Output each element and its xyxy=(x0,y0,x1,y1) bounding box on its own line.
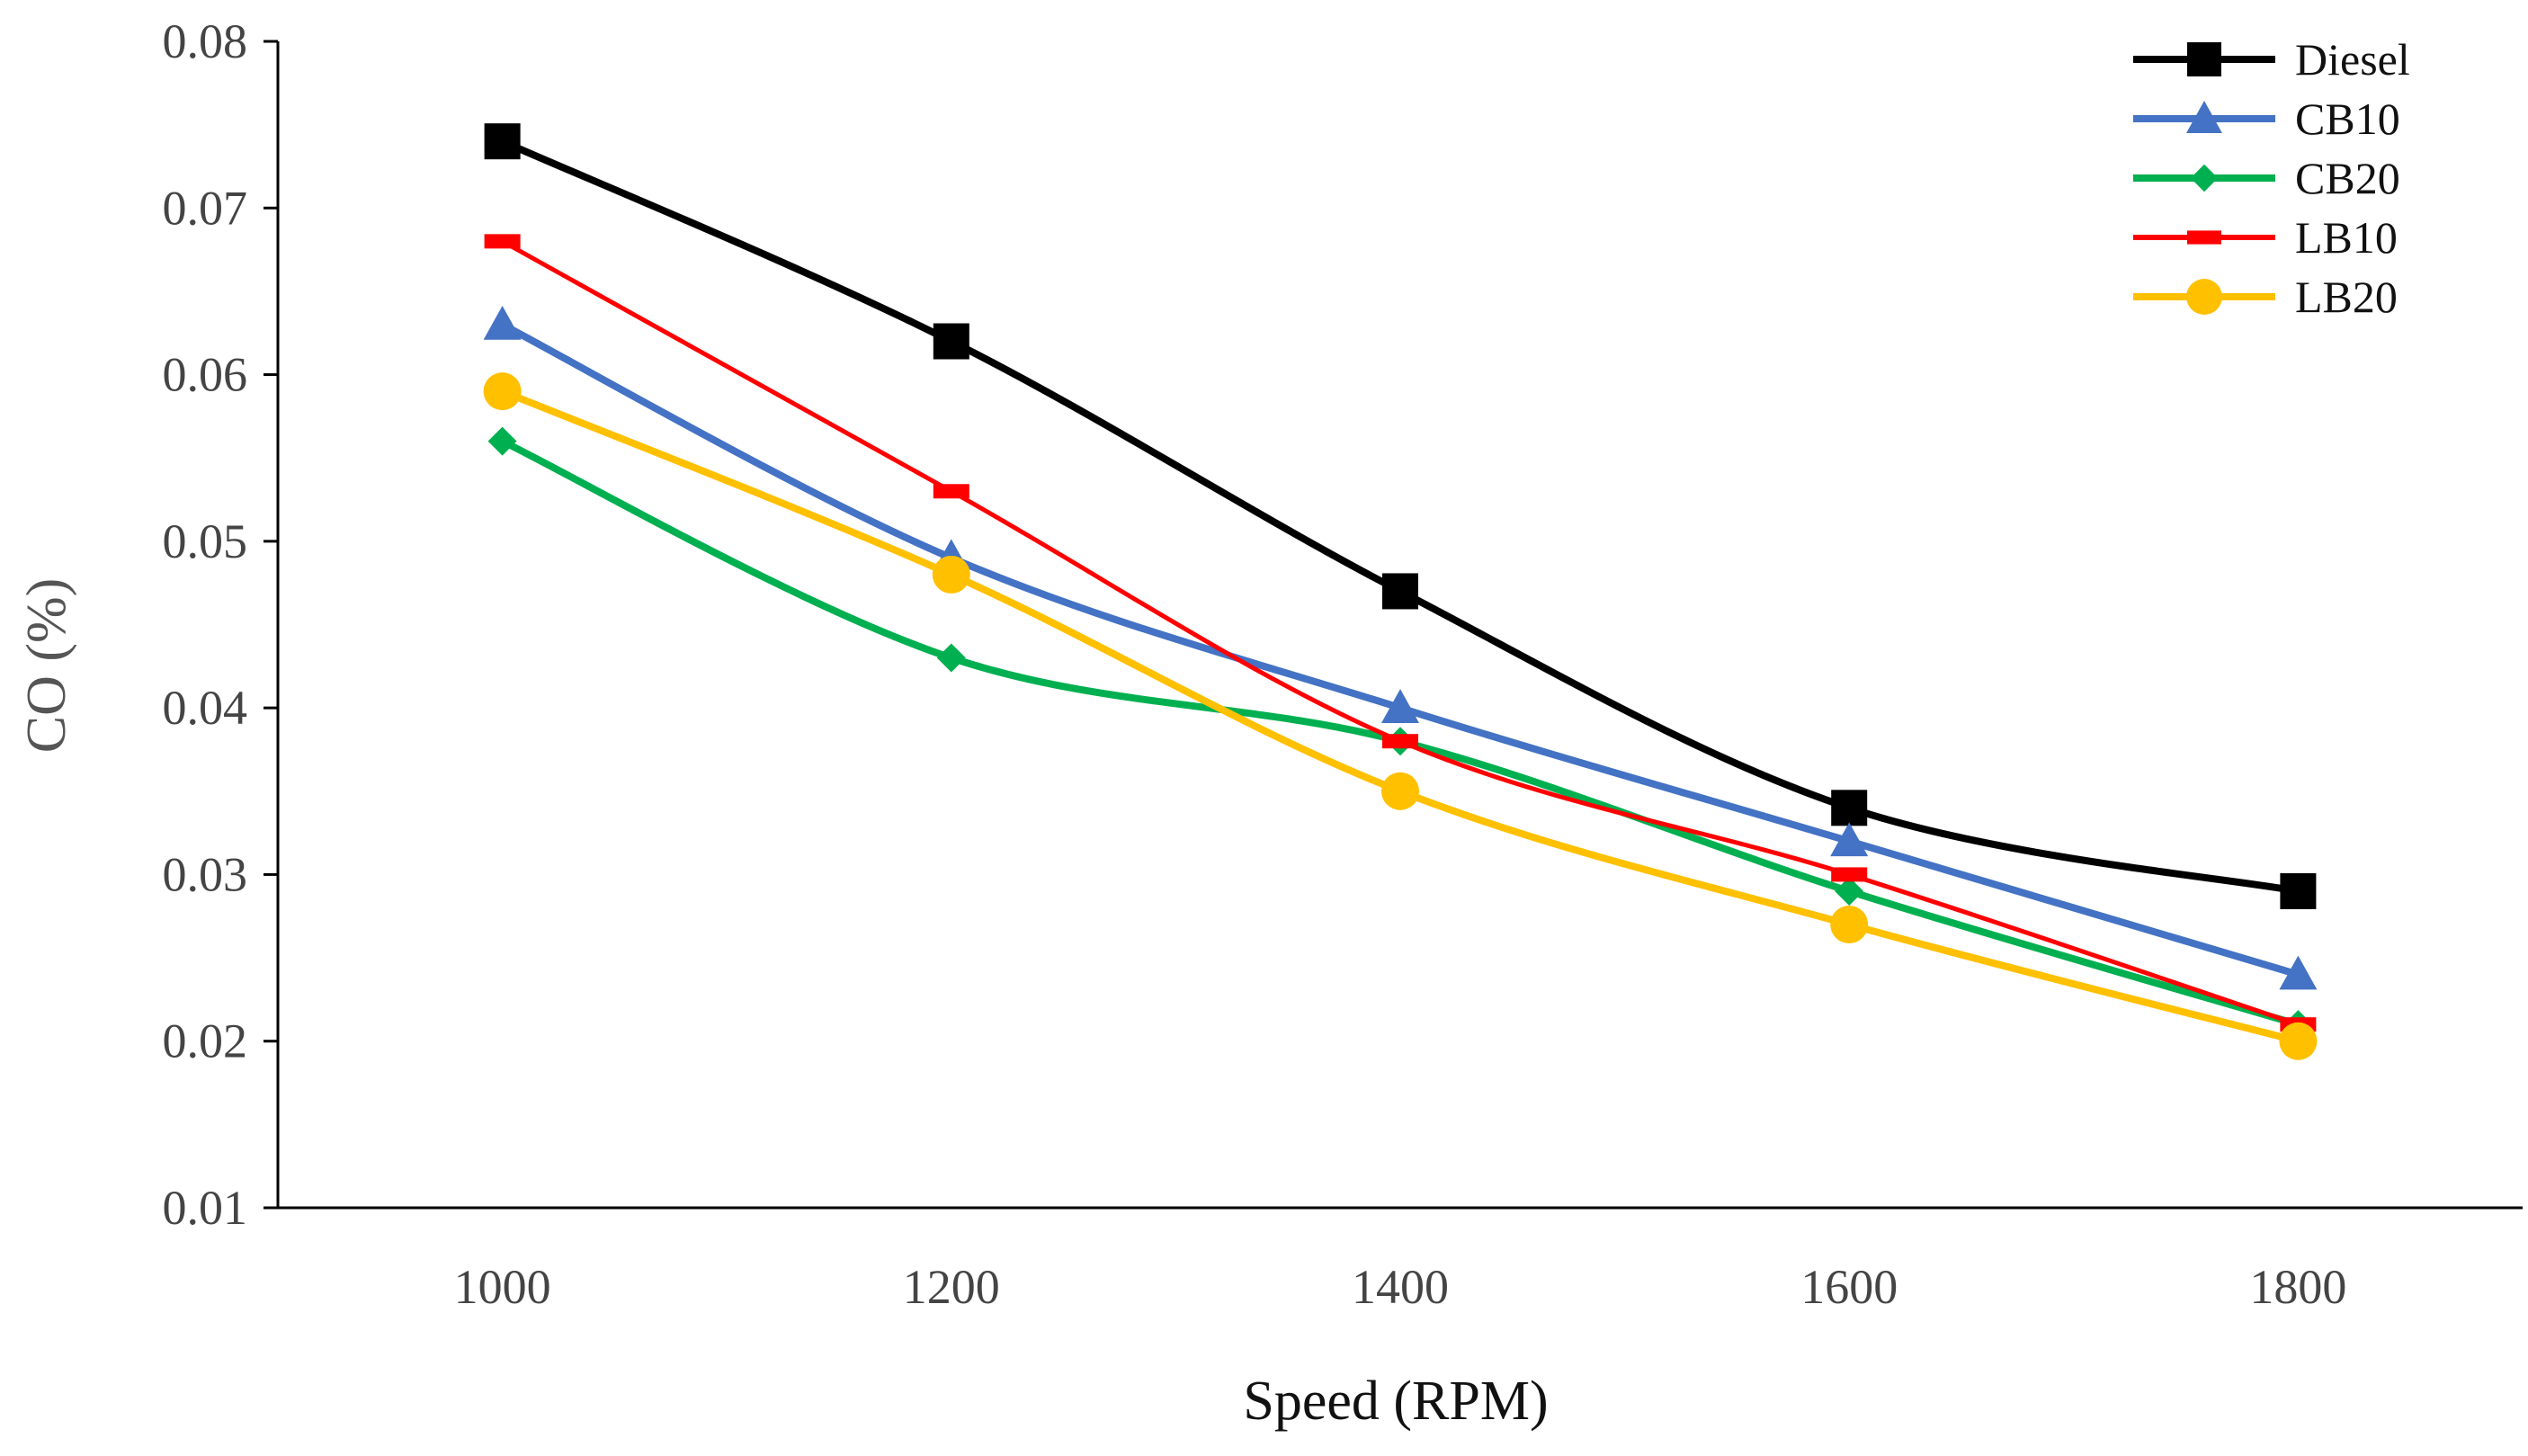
data-point-cb20 xyxy=(1835,876,1864,906)
axes xyxy=(276,41,2523,1210)
data-point-lb20 xyxy=(483,372,522,411)
legend-label-cb20: CB20 xyxy=(2295,153,2400,203)
data-point-cb10 xyxy=(1830,822,1869,857)
series-diesel xyxy=(484,123,2317,909)
series-cb20 xyxy=(487,426,2313,1040)
x-tick-label: 1200 xyxy=(903,1260,1000,1314)
series-line-cb10 xyxy=(498,320,2302,978)
data-point-diesel xyxy=(484,123,521,160)
legend-marker-lb10 xyxy=(2187,230,2221,245)
data-point-cb10 xyxy=(483,305,522,340)
x-tick-label: 1000 xyxy=(454,1260,551,1314)
legend-label-lb20: LB20 xyxy=(2295,272,2398,322)
series-line-lb10 xyxy=(500,238,2300,1027)
x-tick-label: 1600 xyxy=(1800,1260,1898,1314)
legend-label-lb10: LB10 xyxy=(2295,212,2398,263)
data-point-lb20 xyxy=(1830,906,1869,944)
data-point-cb10 xyxy=(2279,955,2318,990)
series-cb10 xyxy=(483,305,2318,990)
y-tick-label: 0.07 xyxy=(163,181,248,235)
data-point-diesel xyxy=(2280,872,2317,909)
legend-item-cb10: CB10 xyxy=(2133,94,2400,144)
series-lb20 xyxy=(483,372,2318,1060)
y-tick-label: 0.08 xyxy=(163,14,248,68)
data-point-lb10 xyxy=(484,234,521,249)
y-tick-label: 0.05 xyxy=(163,514,248,568)
data-point-cb20 xyxy=(487,426,517,456)
data-point-lb20 xyxy=(932,555,970,594)
data-point-cb20 xyxy=(936,643,966,673)
data-point-lb20 xyxy=(2279,1022,2318,1060)
y-tick-label: 0.06 xyxy=(163,348,248,402)
legend-marker-cb10 xyxy=(2186,101,2222,133)
data-point-lb10 xyxy=(933,484,969,499)
data-point-diesel xyxy=(933,323,969,360)
y-tick-label: 0.03 xyxy=(163,847,248,901)
series-lb10 xyxy=(484,234,2317,1032)
legend-marker-cb20 xyxy=(2190,164,2219,192)
legend: Diesel CB10 CB20 LB10 LB20 xyxy=(2133,34,2410,322)
legend-item-lb20: LB20 xyxy=(2133,272,2398,322)
data-point-diesel xyxy=(1831,790,1868,826)
legend-item-diesel: Diesel xyxy=(2133,34,2410,85)
data-point-cb10 xyxy=(1381,689,1419,723)
y-axis-title: CO (%) xyxy=(16,578,77,754)
series-lines xyxy=(483,123,2318,1060)
data-point-lb20 xyxy=(1381,772,1419,810)
y-tick-label: 0.02 xyxy=(163,1014,248,1068)
legend-label-cb10: CB10 xyxy=(2295,94,2400,144)
legend-item-lb10: LB10 xyxy=(2133,212,2398,263)
y-tick-label: 0.01 xyxy=(163,1181,248,1235)
data-point-diesel xyxy=(1382,573,1418,610)
legend-item-cb20: CB20 xyxy=(2133,153,2400,203)
x-tick-label: 1800 xyxy=(2249,1260,2346,1314)
y-tick-label: 0.04 xyxy=(163,681,248,735)
x-axis-title: Speed (RPM) xyxy=(1243,1371,1548,1432)
legend-marker-diesel xyxy=(2187,42,2221,76)
tick-labels: 0.01 0.02 0.03 0.04 0.05 0.06 0.07 0.08 1000 1200… xyxy=(163,14,2347,1314)
data-point-lb10 xyxy=(1382,734,1418,749)
legend-label-diesel: Diesel xyxy=(2295,34,2410,85)
legend-marker-lb20 xyxy=(2186,279,2222,315)
x-tick-label: 1400 xyxy=(1352,1260,1449,1314)
data-point-lb10 xyxy=(1831,867,1868,882)
